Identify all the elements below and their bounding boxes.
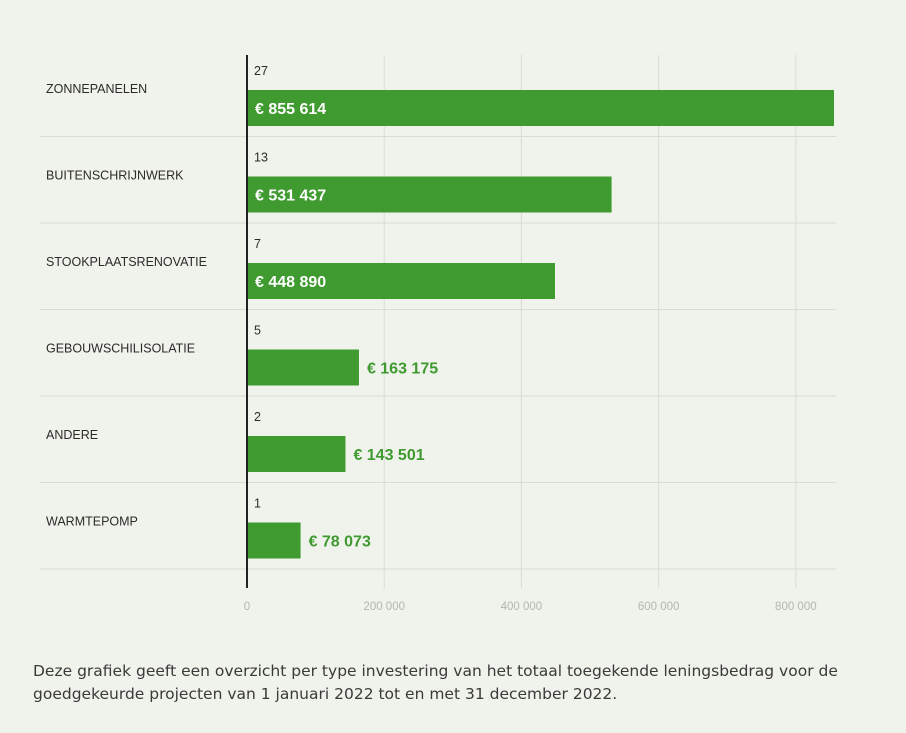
count-label: 1	[254, 497, 261, 511]
count-label: 13	[254, 151, 268, 165]
category-label: GEBOUWSCHILISOLATIE	[46, 342, 195, 356]
bar	[248, 349, 359, 386]
x-tick-label: 400 000	[501, 601, 543, 613]
category-label: STOOKPLAATSRENOVATIE	[46, 255, 207, 269]
bar-value-label: € 163 175	[367, 361, 438, 378]
bar	[248, 176, 612, 213]
bar-value-label: € 531 437	[255, 188, 326, 205]
x-tick-label: 800 000	[775, 601, 817, 613]
count-label: 27	[254, 64, 268, 78]
x-tick-label: 600 000	[638, 601, 680, 613]
bar	[248, 263, 555, 299]
bar	[248, 436, 346, 472]
chart-area: ZONNEPANELEN 27 € 855 614 BUITENSCHRIJNWERK…	[40, 55, 836, 613]
chart-caption: Deze grafiek geeft een overzicht per typ…	[33, 662, 838, 703]
x-tick-label: 0	[244, 601, 250, 613]
bar-value-label: € 143 501	[353, 447, 424, 464]
bar-value-label: € 78 073	[309, 534, 371, 551]
count-label: 2	[254, 410, 261, 424]
x-tick-label: 200 000	[363, 601, 405, 613]
count-label: 7	[254, 237, 261, 251]
count-label: 5	[254, 324, 261, 338]
category-label: BUITENSCHRIJNWERK	[46, 169, 184, 183]
bar	[248, 522, 301, 559]
category-label: ANDERE	[46, 428, 98, 442]
bar-value-label: € 855 614	[255, 101, 326, 118]
category-label: WARMTEPOMP	[46, 515, 138, 529]
category-label: ZONNEPANELEN	[46, 82, 147, 96]
bar-value-label: € 448 890	[255, 274, 326, 291]
bar	[248, 90, 834, 126]
